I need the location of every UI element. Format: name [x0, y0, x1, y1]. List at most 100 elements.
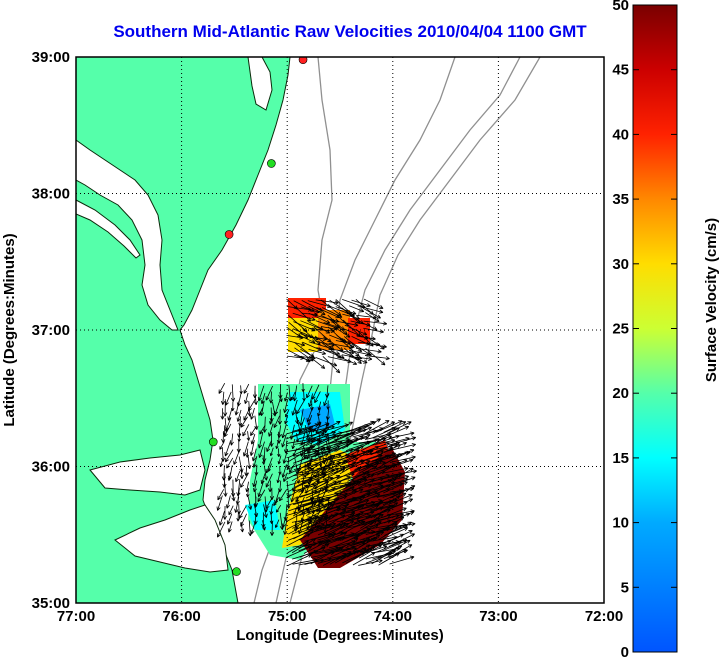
- velocity-arrow: [382, 527, 409, 540]
- velocity-arrow: [329, 432, 355, 444]
- velocity-arrow: [323, 443, 350, 456]
- velocity-arrow: [336, 355, 358, 365]
- velocity-arrow: [315, 431, 343, 440]
- velocity-arrow: [247, 455, 252, 470]
- x-tick-label: 76:00: [162, 608, 200, 625]
- velocity-arrow: [230, 384, 236, 402]
- velocity-arrow: [323, 509, 347, 524]
- x-tick-label: 77:00: [57, 608, 95, 625]
- velocity-arrow: [281, 464, 287, 478]
- velocity-arrow: [333, 461, 357, 474]
- velocity-arrow: [307, 414, 313, 426]
- velocity-arrow: [277, 455, 282, 465]
- velocity-arrow: [378, 533, 404, 547]
- velocity-arrow: [322, 307, 343, 318]
- velocity-arrow: [299, 474, 327, 487]
- station-marker: [224, 230, 234, 239]
- velocity-arrow: [317, 467, 340, 481]
- velocity-arrow: [250, 407, 255, 420]
- velocity-arrow: [316, 434, 341, 446]
- velocity-arrow: [274, 519, 280, 528]
- velocity-arrow: [335, 327, 351, 338]
- x-tick-label: 75:00: [268, 608, 306, 625]
- colorbar-tick-label: 40: [612, 126, 629, 143]
- velocity-arrow: [253, 391, 258, 405]
- velocity-arrow: [236, 511, 240, 522]
- station-marker: [298, 57, 308, 65]
- chart-title: Southern Mid-Atlantic Raw Velocities 201…: [113, 22, 587, 41]
- velocity-arrow: [279, 392, 283, 402]
- velocity-arrow: [388, 436, 417, 446]
- velocity-arrow: [311, 461, 336, 476]
- velocity-arrow: [263, 465, 269, 481]
- velocity-arrow: [287, 448, 311, 463]
- velocity-arrow: [242, 441, 249, 457]
- velocity-arrow: [377, 427, 400, 440]
- velocity-arrow: [305, 487, 328, 499]
- velocity-patch-north-b: [288, 318, 318, 352]
- potomac-river: [76, 199, 141, 259]
- velocity-arrow: [240, 472, 250, 488]
- velocity-arrow: [342, 313, 360, 320]
- velocity-arrow: [257, 489, 266, 503]
- velocity-arrows: [216, 298, 417, 567]
- velocity-arrow: [302, 391, 306, 402]
- velocity-arrow: [257, 385, 265, 402]
- velocity-arrow: [335, 457, 359, 468]
- velocity-arrow: [371, 452, 397, 462]
- velocity-arrow: [285, 466, 311, 480]
- y-tick-label: 35:00: [32, 595, 70, 612]
- velocity-arrow: [389, 498, 414, 510]
- velocity-arrow: [277, 409, 283, 425]
- velocity-arrow: [388, 421, 412, 433]
- velocity-arrow: [269, 447, 274, 457]
- velocity-arrow: [299, 355, 316, 361]
- velocity-arrow: [324, 476, 351, 489]
- velocity-arrow: [288, 533, 311, 546]
- velocity-arrow: [218, 382, 226, 394]
- velocity-arrow: [389, 555, 415, 565]
- velocity-arrow: [226, 513, 233, 525]
- velocity-arrow: [294, 499, 322, 510]
- velocity-arrow: [252, 456, 258, 468]
- velocity-arrow: [281, 513, 287, 528]
- velocity-arrow: [277, 448, 281, 457]
- velocity-arrow: [363, 298, 384, 309]
- velocity-arrow: [353, 493, 381, 506]
- velocity-arrow: [358, 418, 381, 432]
- velocity-arrow: [316, 445, 341, 456]
- colorbar-tick-label: 10: [612, 515, 629, 532]
- velocity-arrow: [357, 305, 384, 314]
- velocity-arrow: [287, 340, 306, 347]
- velocity-arrow: [389, 476, 416, 487]
- x-tick-label: 73:00: [479, 608, 517, 625]
- velocity-arrow: [281, 423, 287, 439]
- velocity-arrow: [352, 551, 376, 566]
- velocity-arrow: [327, 498, 354, 511]
- velocity-arrow: [290, 391, 296, 401]
- velocity-arrow: [283, 472, 288, 482]
- velocity-arrow: [345, 426, 372, 439]
- velocity-arrow: [342, 435, 364, 450]
- velocity-arrow: [261, 455, 266, 465]
- velocity-arrow: [273, 415, 281, 428]
- velocity-arrow: [263, 504, 268, 518]
- velocity-arrow: [306, 426, 330, 440]
- velocity-arrow: [304, 453, 329, 464]
- velocity-arrow: [294, 354, 311, 362]
- velocity-arrow: [341, 340, 360, 357]
- velocity-arrow: [227, 472, 231, 481]
- velocity-arrow: [377, 545, 403, 559]
- velocity-arrow: [244, 392, 249, 404]
- velocity-arrow: [358, 506, 384, 518]
- velocity-arrow: [365, 527, 391, 540]
- velocity-arrow: [351, 478, 375, 493]
- colorbar-tick-label: 25: [612, 321, 629, 338]
- velocity-arrow: [389, 494, 413, 505]
- velocity-arrow: [292, 515, 318, 529]
- y-axis-label: Latitude (Degrees:Minutes): [1, 233, 18, 426]
- colorbar-tick-label: 50: [612, 0, 629, 14]
- delaware-bay: [247, 57, 273, 111]
- velocity-arrow: [390, 485, 416, 499]
